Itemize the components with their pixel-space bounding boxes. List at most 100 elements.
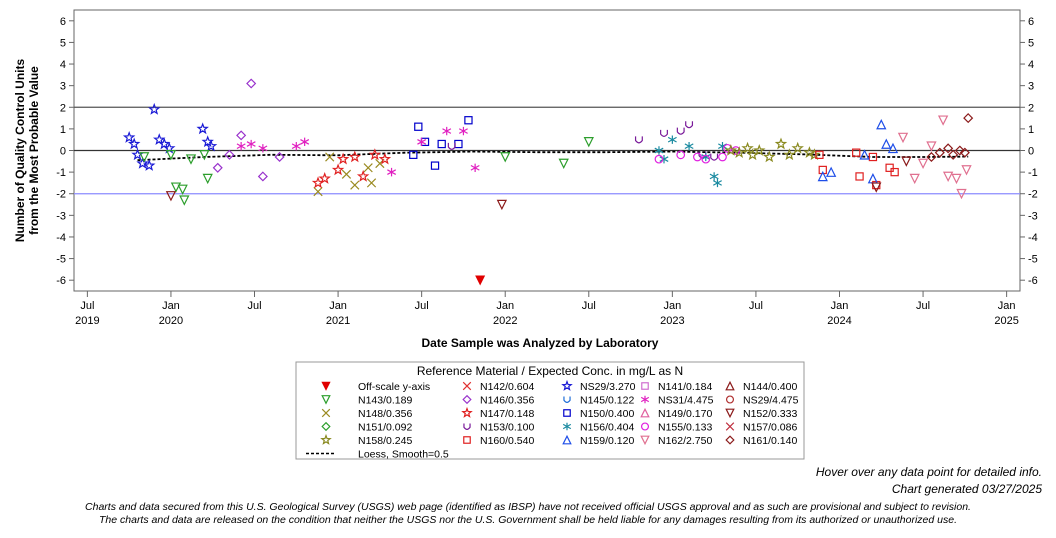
data-point [348, 150, 362, 163]
y-axis-title-line-2: from the Most Probable Value [27, 66, 41, 235]
marker-shape [321, 408, 331, 418]
legend-marker [321, 395, 331, 405]
legend-entry: N144/0.400 [725, 380, 797, 393]
legend-marker [725, 380, 735, 391]
data-point [901, 156, 912, 167]
marker-shape [325, 152, 335, 162]
marker-shape [561, 379, 573, 391]
marker-shape [667, 135, 677, 144]
marker-shape [725, 380, 735, 391]
data-point [676, 150, 686, 160]
data-point [937, 115, 949, 126]
legend-label: N141/0.184 [658, 381, 712, 393]
legend-marker [462, 394, 472, 405]
data-point [158, 137, 171, 150]
data-point [709, 172, 719, 181]
series-off-scale-y-axis [475, 275, 486, 286]
data-point [817, 170, 828, 182]
marker-shape [732, 146, 746, 158]
legend-entry: N141/0.184 [641, 381, 712, 393]
legend-label: N148/0.356 [358, 408, 412, 420]
series-ns29-3-270 [122, 102, 218, 171]
marker-shape [136, 156, 149, 169]
data-point [142, 159, 156, 171]
marker-shape [320, 433, 332, 445]
data-point [177, 184, 188, 195]
data-point [732, 146, 746, 158]
legend-marker [725, 408, 735, 419]
data-point [387, 167, 397, 177]
data-point [746, 148, 759, 161]
data-point [165, 150, 177, 161]
legend-label: N144/0.400 [743, 381, 797, 393]
marker-shape [470, 163, 480, 172]
marker-shape [558, 158, 569, 170]
data-point [710, 153, 719, 161]
marker-shape [817, 170, 828, 182]
marker-shape [763, 150, 776, 163]
marker-shape [417, 137, 427, 147]
marker-shape [641, 382, 649, 390]
y-tick-label-right: -2 [1028, 189, 1038, 201]
x-axis-title: Date Sample was Analyzed by Laboratory [422, 336, 659, 350]
legend-entry: N159/0.120 [562, 434, 634, 447]
data-point [774, 137, 788, 150]
marker-shape [640, 422, 650, 431]
y-tick-label-right: 6 [1028, 16, 1034, 28]
marker-shape [746, 148, 759, 161]
data-point [464, 116, 473, 125]
marker-shape [387, 167, 397, 177]
marker-shape [562, 422, 572, 431]
data-point [366, 178, 377, 188]
marker-shape [676, 150, 686, 160]
marker-shape [236, 130, 247, 141]
marker-shape [321, 421, 331, 432]
legend-marker [463, 436, 471, 444]
marker-shape [725, 408, 735, 419]
data-point [963, 113, 974, 124]
data-point [430, 161, 440, 170]
axes: 6 6 5 5 4 4 3 3 2 2 1 1 0 0 -1 -1 -2 -2 -3 -3 -4 -4 -5 -5 -6 -6 Ju… [13, 16, 1038, 350]
data-point [409, 150, 418, 159]
marker-shape [274, 151, 285, 163]
data-point [153, 133, 166, 145]
plot-area [73, 9, 1021, 292]
marker-shape [462, 381, 472, 391]
marker-shape [901, 156, 912, 167]
legend-label: N155/0.133 [658, 422, 712, 434]
data-point [356, 169, 370, 182]
data-point [258, 144, 268, 153]
legend-entry: NS31/4.475 [640, 395, 714, 407]
hover-hint: Hover over any data point for detailed i… [815, 465, 1042, 479]
data-point [660, 129, 668, 137]
data-point [926, 151, 937, 163]
legend-label: N159/0.120 [580, 435, 634, 447]
data-point [667, 135, 677, 144]
data-point [368, 148, 382, 161]
marker-shape [852, 148, 861, 157]
data-point [127, 137, 141, 150]
series-n159-0-120 [817, 119, 899, 184]
data-point [236, 141, 246, 151]
data-point [257, 171, 268, 182]
legend-label: N152/0.333 [743, 408, 797, 420]
legend-entry: N143/0.189 [321, 395, 412, 407]
marker-shape [321, 381, 331, 391]
marker-shape [774, 137, 788, 150]
marker-shape [956, 188, 967, 200]
marker-shape [963, 113, 974, 124]
data-point [331, 163, 345, 176]
legend-entry: N152/0.333 [725, 408, 797, 420]
data-point [926, 141, 937, 152]
legend-entry: N150/0.400 [563, 408, 634, 420]
x-tick-label-month: Jan [831, 300, 849, 312]
marker-shape [212, 162, 223, 173]
data-point [246, 78, 257, 89]
data-point [825, 166, 837, 177]
data-point [685, 121, 694, 129]
data-point [165, 191, 177, 202]
data-point [417, 137, 427, 147]
data-point [139, 152, 150, 163]
legend-marker [640, 435, 650, 446]
data-point [676, 127, 685, 135]
